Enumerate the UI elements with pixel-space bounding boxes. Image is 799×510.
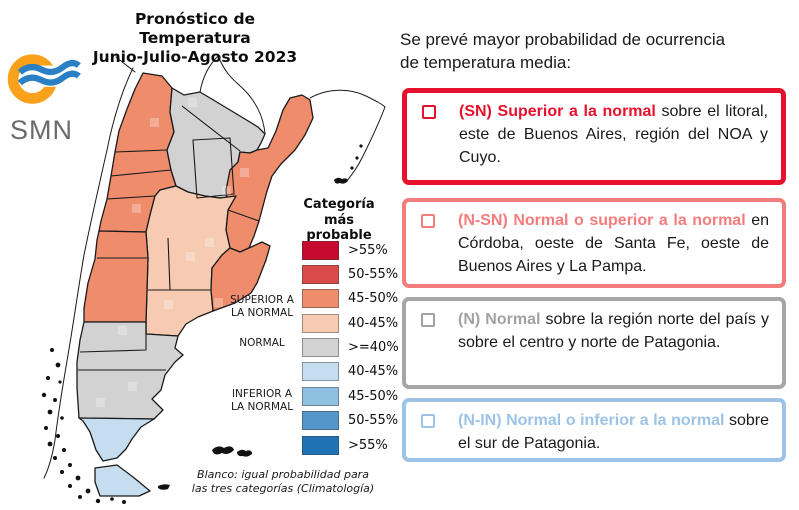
legend-row: 45-50% [302,386,399,406]
page-title: Pronóstico de Temperatura Junio-Julio-Ag… [88,10,302,67]
legend-label: 45-50% [348,388,399,404]
logo-wave-top-icon [17,59,81,75]
region-santa-cruz-south [78,417,155,462]
legend-row: >55% [302,435,399,455]
legend-label: 50-55% [348,266,399,282]
legend-label: 45-50% [348,291,399,307]
legend-swatch [302,313,339,333]
legend-label: >55% [348,437,388,453]
legend-row: 40-45% [302,362,399,382]
category-description: sobre el sur de Patagonia. [458,412,770,452]
category-tag: (N-IN) Normal o inferior a la normal [458,412,725,429]
region-litoral [225,94,314,253]
checkbox-bullet-icon [422,105,436,119]
category-text: (N-SN) Normal o superior a la normal en … [458,209,769,278]
province-borders [78,105,260,371]
legend-row: 45-50% [302,289,399,309]
legend-swatch [302,411,339,431]
summary-panel: Se prevé mayor probabilidad de ocurrenci… [400,28,788,508]
category-box-n: (N) Normal sobre la región norte del paí… [402,297,786,389]
legend-title-line2: probable [306,228,372,243]
region-tierra-del-fuego [94,464,151,497]
checkbox-bullet-icon [421,214,435,228]
legend-side-label-normal: NORMAL [239,337,285,349]
legend-swatch [302,435,339,455]
category-text: (N-IN) Normal o inferior a la normal sob… [458,409,769,455]
islands [41,348,252,504]
legend-label: 40-45% [348,364,399,380]
grid-texture [96,98,249,407]
coast-islets [334,144,363,184]
page-title-line2: Junio-Julio-Agosto 2023 [92,48,298,66]
legend-swatch [302,240,339,260]
legend-swatch [302,338,339,358]
page-title-line1: Pronóstico de Temperatura [134,10,256,47]
intro-line1: Se prevé mayor probabilidad de ocurrenci… [400,30,726,49]
category-text: (N) Normal sobre la región norte del paí… [458,308,769,354]
smn-logo: SMN [6,52,86,146]
legend-color-scale: >55% 50-55% 45-50% 40-45% >=40% 40-45% 45-50% 5… [302,240,399,460]
category-description: sobre la región norte del país y sobre e… [458,311,769,351]
legend-row: 40-45% [302,313,399,333]
checkbox-bullet-icon [421,414,435,428]
category-box-sn: (SN) Superior a la normal sobre el litor… [402,88,786,185]
legend-row: >=40% [302,338,399,358]
legend-side-label-inferior: INFERIOR A LA NORMAL [230,388,294,413]
category-box-n-sn: (N-SN) Normal o superior a la normal en … [402,198,786,288]
legend-row: 50-55% [302,411,399,431]
forecast-regions [76,72,314,497]
legend-label: 40-45% [348,315,399,331]
smn-logo-text: SMN [10,115,73,145]
intro-text: Se prevé mayor probabilidad de ocurrenci… [400,28,788,74]
legend-side-label-superior: SUPERIOR A LA NORMAL [230,294,294,319]
legend-title: Categoría más probable [289,197,389,244]
category-tag: (N-SN) Normal o superior a la normal [458,212,746,229]
region-buenos-aires-east [210,241,271,312]
legend-label: 50-55% [348,413,399,429]
logo-wave-bottom-icon [17,70,81,86]
category-tag: (N) Normal [458,311,541,328]
smn-logo-icon [7,54,84,104]
legend-label: >55% [348,242,388,258]
legend-label: >=40% [348,340,399,356]
category-box-n-in: (N-IN) Normal o inferior a la normal sob… [402,398,786,462]
category-tag: (SN) Superior a la normal [459,103,656,120]
legend-swatch [302,362,339,382]
map-note-line2: las tres categorías (Climatología) [191,481,375,495]
legend-row: >55% [302,240,399,260]
region-cuyo [83,230,149,323]
legend-swatch [302,289,339,309]
neighbor-coastlines [43,55,386,479]
checkbox-bullet-icon [421,313,435,327]
category-description: sobre el litoral, este de Buenos Aires, … [459,103,768,166]
intro-line2: de temperatura media: [400,53,572,72]
map-note: Blanco: igual probabilidad para las tres… [188,468,378,495]
map-note-line1: Blanco: igual probabilidad para [197,468,369,481]
category-description: en Córdoba, oeste de Santa Fe, oeste de … [458,212,769,275]
legend-swatch [302,264,339,284]
legend-row: 50-55% [302,264,399,284]
category-text: (SN) Superior a la normal sobre el litor… [459,100,768,169]
legend-title-line1: Categoría más [303,197,375,228]
legend-swatch [302,386,339,406]
